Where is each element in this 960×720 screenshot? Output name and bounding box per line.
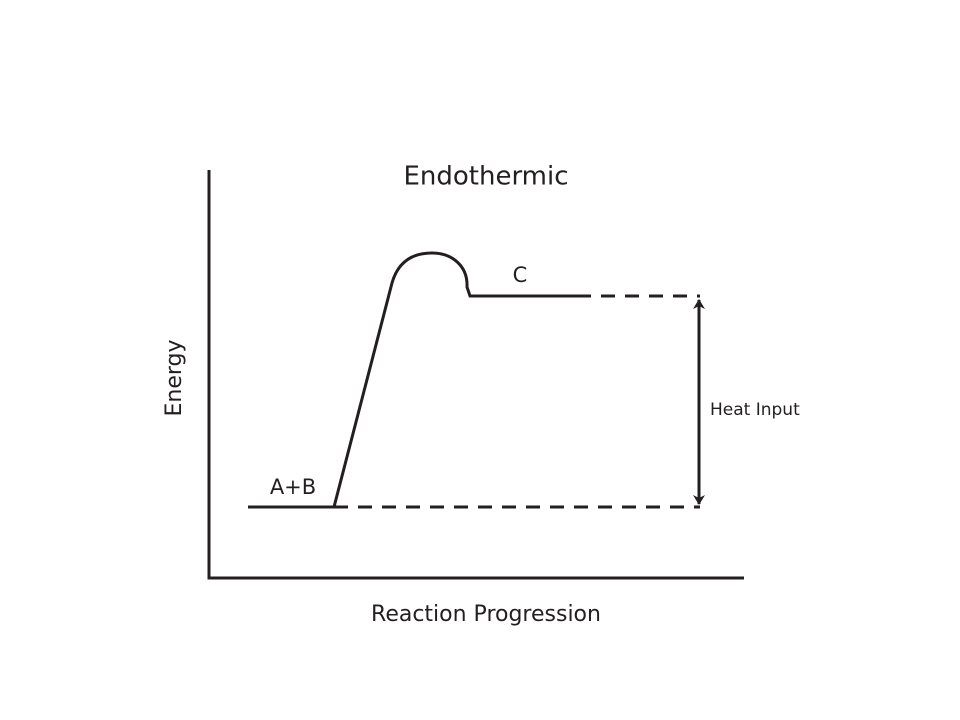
y-axis-label: Energy [162,339,187,416]
reactants-label: A+B [270,475,316,499]
axes [207,170,744,580]
arrow-label: Heat Input [710,400,800,420]
x-axis-label: Reaction Progression [371,602,601,627]
energy-curve [248,251,577,509]
title: Endothermic [403,162,568,192]
product-label: C [513,263,528,287]
